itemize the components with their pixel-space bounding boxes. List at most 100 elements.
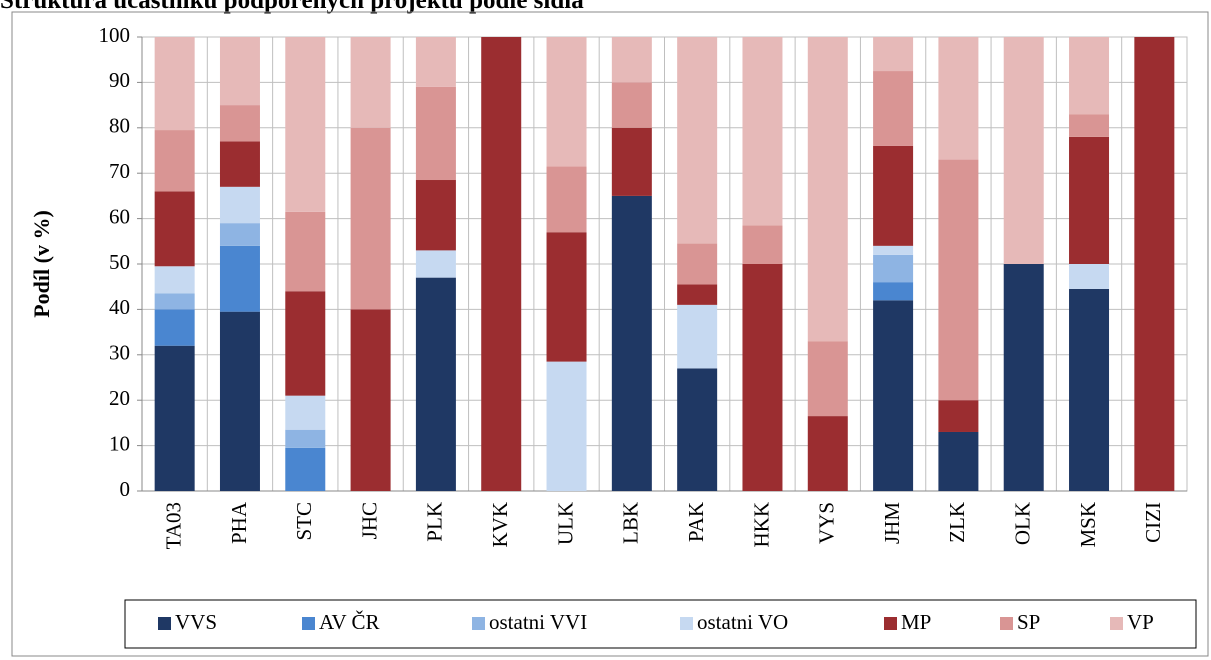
x-tick-label: HKK bbox=[749, 502, 773, 548]
bar-segment bbox=[873, 145, 914, 246]
legend-swatch bbox=[302, 617, 315, 630]
bar-segment bbox=[350, 37, 391, 128]
bar-segment bbox=[546, 361, 587, 491]
x-tick-label: TA03 bbox=[161, 502, 185, 549]
chart-title: Struktura účastníků podpořených projektů… bbox=[0, 0, 584, 14]
legend-swatch bbox=[1110, 617, 1123, 630]
legend-swatch bbox=[680, 617, 693, 630]
bar-segment bbox=[546, 37, 587, 167]
legend-label: ostatni VVI bbox=[489, 610, 587, 634]
bar-segment bbox=[219, 141, 260, 187]
legend-swatch bbox=[1000, 617, 1013, 630]
bar-segment bbox=[285, 429, 326, 448]
bar-segment bbox=[611, 195, 652, 491]
bar-segment bbox=[219, 223, 260, 246]
y-tick-label: 0 bbox=[120, 477, 131, 501]
bar-segment bbox=[285, 291, 326, 396]
bar-segment bbox=[415, 277, 456, 491]
bar-segment bbox=[415, 37, 456, 87]
bar-segment bbox=[873, 300, 914, 491]
bar-segment bbox=[807, 37, 848, 342]
y-tick-label: 60 bbox=[109, 204, 130, 228]
bar-segment bbox=[219, 186, 260, 224]
bar-segment bbox=[938, 159, 979, 401]
bar-segment bbox=[1003, 37, 1044, 264]
bar-segment bbox=[1069, 37, 1110, 115]
y-tick-label: 10 bbox=[109, 431, 130, 455]
y-tick-label: 100 bbox=[99, 23, 131, 47]
x-tick-label: KVK bbox=[488, 502, 512, 548]
bar-segment bbox=[873, 71, 914, 146]
legend-label: AV ČR bbox=[319, 610, 380, 634]
bar-segment bbox=[415, 86, 456, 181]
bar-segment bbox=[285, 395, 326, 430]
bar-segment bbox=[873, 282, 914, 301]
bar-segment bbox=[1069, 288, 1110, 491]
bar-segment bbox=[350, 309, 391, 491]
bar-segment bbox=[611, 127, 652, 196]
bar-segment bbox=[219, 245, 260, 312]
y-tick-label: 80 bbox=[109, 114, 130, 138]
bar-segment bbox=[938, 431, 979, 491]
bar-segment bbox=[677, 304, 718, 369]
x-tick-label: CIZI bbox=[1141, 502, 1165, 543]
x-tick-label: PHA bbox=[227, 501, 251, 544]
legend-label: MP bbox=[901, 610, 931, 634]
x-tick-label: JHM bbox=[880, 502, 904, 544]
y-tick-label: 30 bbox=[109, 341, 130, 365]
bar-segment bbox=[611, 82, 652, 128]
bar-segment bbox=[807, 416, 848, 491]
bar-segment bbox=[873, 37, 914, 72]
y-tick-label: 40 bbox=[109, 295, 130, 319]
y-tick-label: 90 bbox=[109, 68, 130, 92]
bar-segment bbox=[938, 37, 979, 160]
bar-segment bbox=[873, 254, 914, 283]
bar-segment bbox=[611, 37, 652, 83]
legend-swatch bbox=[158, 617, 171, 630]
bar-segment bbox=[677, 37, 718, 244]
bar-segment bbox=[219, 37, 260, 106]
bar-segment bbox=[154, 345, 195, 491]
legend-label: SP bbox=[1017, 610, 1040, 634]
y-tick-label: 50 bbox=[109, 250, 130, 274]
x-tick-label: OLK bbox=[1011, 502, 1035, 545]
y-axis-label: Podíl (v %) bbox=[29, 210, 54, 318]
bar-segment bbox=[1069, 264, 1110, 289]
bar-segment bbox=[546, 232, 587, 362]
bar-segment bbox=[742, 264, 783, 491]
bar-segment bbox=[807, 341, 848, 417]
x-tick-label: PLK bbox=[423, 502, 447, 542]
x-tick-label: STC bbox=[292, 502, 316, 541]
bar-segment bbox=[219, 105, 260, 142]
x-tick-label: VYS bbox=[815, 502, 839, 544]
bar-segment bbox=[154, 266, 195, 294]
chart-border bbox=[11, 11, 1209, 657]
y-tick-label: 20 bbox=[109, 386, 130, 410]
bar-segment bbox=[154, 130, 195, 192]
bar-segment bbox=[415, 250, 456, 278]
x-tick-label: LBK bbox=[619, 502, 643, 544]
bar-segment bbox=[1134, 37, 1175, 491]
bar-segment bbox=[285, 37, 326, 212]
bar-segment bbox=[742, 37, 783, 226]
bar-segment bbox=[1069, 136, 1110, 264]
bar-segment bbox=[415, 180, 456, 251]
bar-segment bbox=[546, 166, 587, 233]
bar-segment bbox=[154, 293, 195, 310]
x-tick-label: ZLK bbox=[945, 502, 969, 543]
bar-segment bbox=[742, 225, 783, 264]
x-tick-label: ULK bbox=[553, 502, 577, 545]
x-tick-label: MSK bbox=[1076, 502, 1100, 548]
bar-segment bbox=[350, 127, 391, 310]
bar-segment bbox=[219, 311, 260, 491]
bar-segment bbox=[154, 191, 195, 267]
bar-segment bbox=[285, 447, 326, 491]
bar-segment bbox=[481, 37, 522, 491]
legend-label: VP bbox=[1127, 610, 1154, 634]
bar-segment bbox=[154, 309, 195, 346]
bar-segment bbox=[938, 400, 979, 432]
bar-segment bbox=[677, 368, 718, 491]
x-tick-label: JHC bbox=[357, 502, 381, 539]
legend-swatch bbox=[884, 617, 897, 630]
